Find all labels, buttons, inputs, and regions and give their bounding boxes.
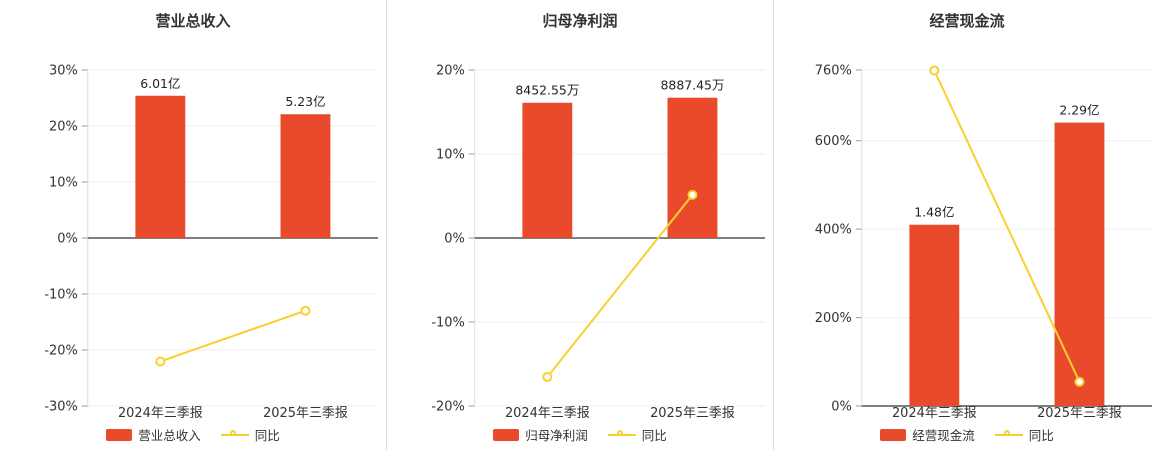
yoy-point (687, 189, 698, 200)
yoy-line (160, 309, 306, 363)
bar-value-label: 2.29亿 (1059, 103, 1099, 118)
panel-cash-flow: 经营现金流 760% 600% 400% 200% 0% 1.48亿 2.29亿 2024年三… (773, 0, 1160, 450)
chart-legend-net-profit: 归母净利润 同比 (387, 425, 773, 444)
y-tick-label: 200% (815, 311, 852, 326)
bar (909, 224, 960, 406)
y-tick-label: -30% (44, 399, 77, 414)
yoy-point (1074, 376, 1085, 387)
y-tick-label: 20% (49, 119, 78, 134)
bar-legend-label: 经营现金流 (912, 428, 975, 443)
cash-flow-chart: 760% 600% 400% 200% 0% 1.48亿 2.29亿 2024年三季报 2025… (815, 63, 1153, 421)
chart-title-revenue: 营业总收入 (155, 12, 231, 30)
yoy-point (929, 65, 940, 76)
bar (280, 114, 331, 238)
chart-title-cash-flow: 经营现金流 (929, 12, 1005, 30)
revenue-chart: 30% 20% 10% 0% -10% -20% -30% 6.01亿 5.23亿 2024年三季… (44, 63, 379, 421)
net-profit-chart: 20% 10% 0% -10% -20% 8452.55万 8887.45万 2024年三季报… (431, 63, 766, 421)
bar (1054, 122, 1105, 406)
panel-net-profit: 归母净利润 20% 10% 0% -10% -20% 8452.55万 8887.45万 20… (386, 0, 773, 450)
line-legend-swatch (607, 429, 636, 441)
yoy-point (155, 356, 166, 367)
bar (135, 95, 186, 238)
x-axis-label: 2025年三季报 (263, 406, 348, 421)
bar-value-label: 6.01亿 (140, 76, 180, 91)
y-tick-label: -10% (44, 287, 77, 302)
x-axis-label: 2024年三季报 (892, 406, 977, 421)
bar-legend-label: 归母净利润 (525, 428, 588, 443)
chart-title-net-profit: 归母净利润 (542, 12, 618, 30)
x-axis-label: 2024年三季报 (118, 406, 203, 421)
x-axis-label: 2025年三季报 (1037, 406, 1122, 421)
line-legend-label: 同比 (254, 428, 280, 443)
y-tick-label: 0% (57, 231, 78, 246)
bar-legend-swatch (880, 428, 907, 441)
y-tick-label: -20% (44, 343, 77, 358)
y-tick-label: 10% (436, 147, 465, 162)
yoy-line (933, 70, 1081, 383)
bar (522, 102, 573, 238)
y-tick-label: 760% (815, 63, 852, 78)
bar-legend-label: 营业总收入 (138, 428, 201, 443)
bar-value-label: 1.48亿 (914, 205, 954, 220)
line-legend-label: 同比 (641, 428, 667, 443)
bar-value-label: 8887.45万 (660, 78, 724, 93)
line-legend-label: 同比 (1028, 428, 1054, 443)
y-tick-label: 20% (436, 63, 465, 78)
yoy-point (300, 305, 311, 316)
bar-legend-swatch (106, 428, 133, 441)
bar-value-label: 5.23亿 (285, 94, 325, 109)
y-tick-label: 600% (815, 134, 852, 149)
y-tick-label: 10% (49, 175, 78, 190)
line-legend-swatch (994, 429, 1023, 441)
chart-legend-cash-flow: 经营现金流 同比 (774, 425, 1160, 444)
y-tick-label: 400% (815, 223, 852, 238)
yoy-line (546, 194, 694, 378)
y-tick-label: 0% (831, 399, 852, 414)
chart-legend-revenue: 营业总收入 同比 (0, 425, 386, 444)
x-axis-label: 2025年三季报 (650, 406, 735, 421)
bar-legend-swatch (493, 428, 520, 441)
y-tick-label: -20% (431, 399, 464, 414)
bar-value-label: 8452.55万 (515, 83, 579, 98)
y-tick-label: 0% (444, 231, 465, 246)
line-legend-swatch (220, 429, 249, 441)
panel-revenue: 营业总收入 30% 20% 10% 0% -10% -20% -30% 6.01亿 5.23亿 2… (0, 0, 386, 450)
x-axis-label: 2024年三季报 (505, 406, 590, 421)
y-tick-label: -10% (431, 315, 464, 330)
y-tick-label: 30% (49, 63, 78, 78)
yoy-point (542, 372, 553, 383)
